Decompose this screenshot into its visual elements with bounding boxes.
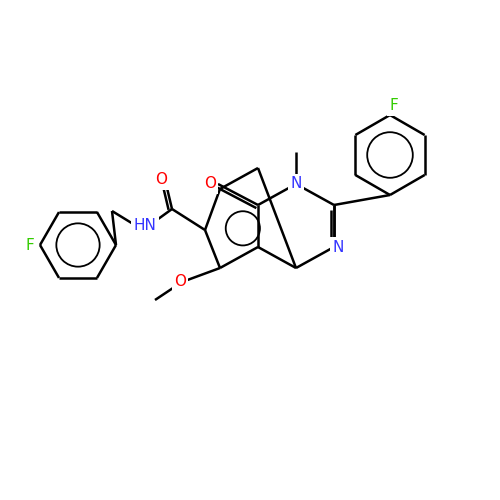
Text: O: O — [204, 176, 216, 192]
Text: HN: HN — [134, 218, 156, 232]
Text: F: F — [390, 98, 398, 114]
Text: O: O — [155, 172, 167, 188]
Text: F: F — [26, 238, 35, 252]
Text: N: N — [332, 240, 344, 254]
Text: N: N — [290, 176, 302, 192]
Text: O: O — [174, 274, 186, 288]
